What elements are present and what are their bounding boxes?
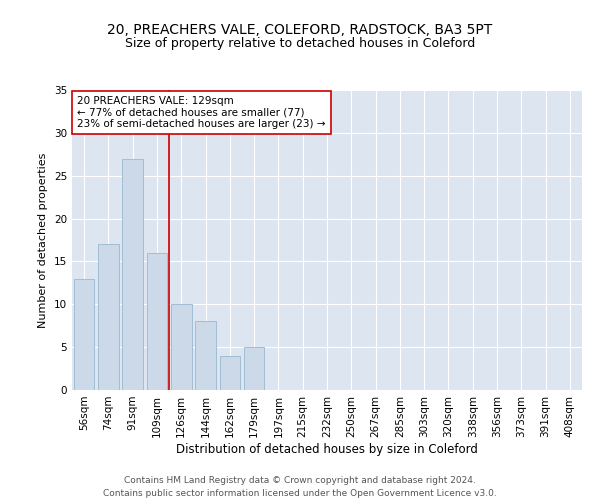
Text: Contains HM Land Registry data © Crown copyright and database right 2024.
Contai: Contains HM Land Registry data © Crown c… xyxy=(103,476,497,498)
Text: 20, PREACHERS VALE, COLEFORD, RADSTOCK, BA3 5PT: 20, PREACHERS VALE, COLEFORD, RADSTOCK, … xyxy=(107,22,493,36)
Bar xyxy=(122,158,143,390)
Bar xyxy=(220,356,240,390)
Bar xyxy=(171,304,191,390)
X-axis label: Distribution of detached houses by size in Coleford: Distribution of detached houses by size … xyxy=(176,442,478,456)
Bar xyxy=(146,253,167,390)
Bar xyxy=(74,278,94,390)
Text: 20 PREACHERS VALE: 129sqm
← 77% of detached houses are smaller (77)
23% of semi-: 20 PREACHERS VALE: 129sqm ← 77% of detac… xyxy=(77,96,326,129)
Bar xyxy=(244,347,265,390)
Y-axis label: Number of detached properties: Number of detached properties xyxy=(38,152,49,328)
Bar xyxy=(195,322,216,390)
Bar xyxy=(98,244,119,390)
Text: Size of property relative to detached houses in Coleford: Size of property relative to detached ho… xyxy=(125,38,475,51)
